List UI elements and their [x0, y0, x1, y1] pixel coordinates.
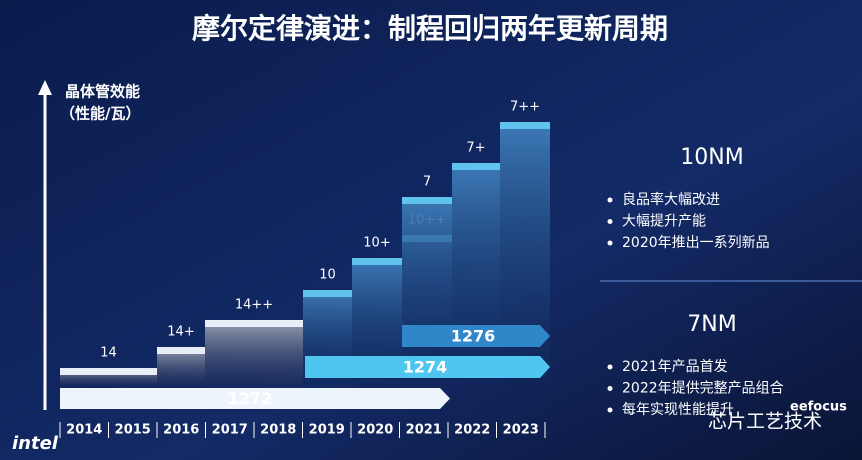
step-label: 14++ — [235, 298, 273, 313]
bullet-dot — [607, 219, 613, 224]
step-bar — [205, 320, 303, 385]
process-label: 1274 — [403, 358, 448, 377]
step-cap — [157, 347, 205, 354]
step-label: 14 — [100, 346, 117, 361]
axis-label: 晶体管效能 — [65, 83, 140, 101]
step-label: 14+ — [167, 325, 194, 340]
step-cap — [452, 163, 500, 170]
year-label: 2018 — [260, 423, 296, 438]
process-label: 1272 — [228, 389, 273, 408]
step-label: 10 — [319, 268, 336, 283]
step-label: 10+ — [363, 236, 390, 251]
process-arrow — [60, 388, 450, 409]
process-arrow — [305, 356, 550, 378]
step-cap — [303, 290, 352, 297]
bullet-dot — [607, 364, 613, 370]
year-label: 2023 — [503, 423, 539, 438]
year-label: 2022 — [454, 423, 490, 438]
year-label: 2020 — [357, 423, 393, 438]
bullet-text: 2022年提供完整产品组合 — [622, 381, 784, 397]
step-cap — [500, 122, 550, 129]
year-label: 2017 — [212, 423, 248, 438]
process-label: 1276 — [451, 327, 496, 346]
step-bar — [452, 163, 500, 385]
watermark-brand: eefocus — [790, 400, 847, 415]
axis-arrow — [38, 80, 52, 95]
bullet-text: 2020年推出一系列新品 — [622, 235, 770, 251]
section-heading: 10NM — [680, 145, 743, 170]
step-cap — [205, 320, 303, 327]
bullet-text: 良品率大幅改进 — [622, 191, 720, 208]
bullet-dot — [607, 407, 613, 413]
step-label: 7++ — [510, 100, 540, 115]
year-label: 2021 — [406, 423, 442, 438]
process-arrow — [402, 325, 550, 347]
step-bar — [402, 197, 452, 385]
bullet-text: 2021年产品首发 — [622, 359, 728, 375]
section-heading: 7NM — [687, 312, 736, 337]
bullet-text: 每年实现性能提升 — [622, 402, 734, 418]
step-cap — [402, 197, 452, 204]
step-cap — [352, 258, 402, 265]
step-label: 7 — [423, 175, 431, 190]
watermark-account: 芯片工艺技术 — [708, 411, 822, 433]
axis-label: （性能/瓦） — [60, 105, 140, 123]
year-label: 2016 — [163, 423, 199, 438]
bullet-dot — [607, 240, 613, 246]
step-label: 7+ — [466, 141, 485, 156]
bullet-dot — [607, 386, 613, 391]
year-label: 2015 — [115, 423, 151, 438]
divider — [600, 280, 862, 282]
bullet-dot — [607, 197, 613, 203]
step-cap — [60, 368, 157, 375]
year-label: 2014 — [66, 423, 102, 438]
logo: intel — [12, 433, 59, 454]
bullet-text: 大幅提升产能 — [622, 214, 706, 230]
year-label: 2019 — [309, 423, 345, 438]
title: 摩尔定律演进：制程回归两年更新周期 — [192, 12, 668, 45]
